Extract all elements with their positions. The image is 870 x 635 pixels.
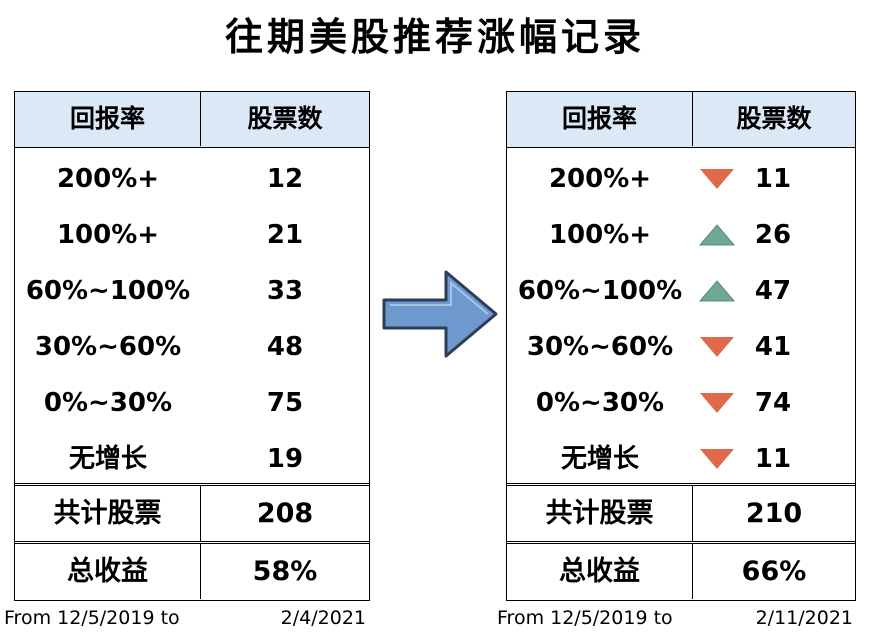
- row-value: 26: [754, 220, 792, 250]
- gain-row: 总收益 58%: [15, 541, 369, 599]
- right-arrow-icon: [382, 270, 498, 358]
- total-value: 208: [256, 498, 314, 529]
- table-row: 0%~30% 75: [15, 375, 369, 431]
- table-row: 200%+ 12: [15, 151, 369, 207]
- row-label: 0%~30%: [535, 388, 665, 418]
- total-label: 共计股票: [15, 486, 201, 541]
- header-return: 回报率: [507, 92, 693, 146]
- triangle-up-icon: [699, 224, 735, 246]
- row-label: 无增长: [560, 444, 639, 474]
- row-label: 200%+: [548, 164, 652, 194]
- table-row: 100%+ 21: [15, 207, 369, 263]
- row-value: 47: [754, 276, 792, 306]
- table-row: 60%~100% 33: [15, 263, 369, 319]
- row-label: 30%~60%: [34, 332, 182, 362]
- date-range-right: From 12/5/2019 to 2/11/2021: [497, 605, 853, 631]
- gain-value: 58%: [252, 556, 318, 587]
- row-label: 100%+: [56, 220, 160, 250]
- triangle-down-icon: [700, 449, 734, 469]
- table-row: 200%+ 11: [507, 151, 855, 207]
- date-from: From 12/5/2019 to: [497, 607, 673, 629]
- row-value: 21: [266, 220, 304, 250]
- row-value: 11: [754, 164, 792, 194]
- table-row: 无增长 19: [15, 431, 369, 487]
- row-value: 74: [754, 388, 792, 418]
- table-header: 回报率 股票数: [507, 92, 855, 148]
- total-row: 共计股票 210: [507, 483, 855, 541]
- table-left: 回报率 股票数 200%+ 12 100%+ 21 60%~100% 33 30…: [14, 91, 370, 601]
- row-value: 48: [266, 332, 304, 362]
- row-label: 30%~60%: [526, 332, 674, 362]
- total-label: 共计股票: [507, 486, 693, 541]
- header-count: 股票数: [247, 104, 323, 133]
- row-label: 0%~30%: [43, 388, 173, 418]
- row-label: 60%~100%: [517, 276, 683, 306]
- triangle-down-icon: [700, 337, 734, 357]
- row-label: 无增长: [68, 444, 147, 474]
- table-right: 回报率 股票数 200%+ 11 100%+ 26 60%~100% 47 30…: [506, 91, 856, 601]
- table-row: 30%~60% 41: [507, 319, 855, 375]
- row-value: 75: [266, 388, 304, 418]
- date-from: From 12/5/2019 to: [4, 607, 180, 629]
- table-row: 100%+ 26: [507, 207, 855, 263]
- date-to: 2/4/2021: [280, 607, 366, 629]
- gain-label: 总收益: [15, 544, 201, 599]
- row-value: 19: [266, 444, 304, 474]
- table-header: 回报率 股票数: [15, 92, 369, 148]
- row-label: 200%+: [56, 164, 160, 194]
- gain-label: 总收益: [507, 544, 693, 599]
- table-row: 30%~60% 48: [15, 319, 369, 375]
- row-value: 33: [266, 276, 304, 306]
- date-to: 2/11/2021: [755, 607, 853, 629]
- triangle-down-icon: [700, 169, 734, 189]
- table-row: 60%~100% 47: [507, 263, 855, 319]
- total-value: 210: [745, 498, 803, 529]
- gain-value: 66%: [741, 556, 807, 587]
- triangle-up-icon: [699, 280, 735, 302]
- table-row: 无增长 11: [507, 431, 855, 487]
- page-title: 往期美股推荐涨幅记录: [224, 15, 645, 59]
- row-label: 60%~100%: [25, 276, 191, 306]
- table-row: 0%~30% 74: [507, 375, 855, 431]
- header-return: 回报率: [15, 92, 201, 146]
- header-count: 股票数: [736, 104, 812, 133]
- row-label: 100%+: [548, 220, 652, 250]
- row-value: 41: [754, 332, 792, 362]
- date-range-left: From 12/5/2019 to 2/4/2021: [4, 605, 366, 631]
- triangle-down-icon: [700, 393, 734, 413]
- row-value: 12: [266, 164, 304, 194]
- total-row: 共计股票 208: [15, 483, 369, 541]
- row-value: 11: [754, 444, 792, 474]
- gain-row: 总收益 66%: [507, 541, 855, 599]
